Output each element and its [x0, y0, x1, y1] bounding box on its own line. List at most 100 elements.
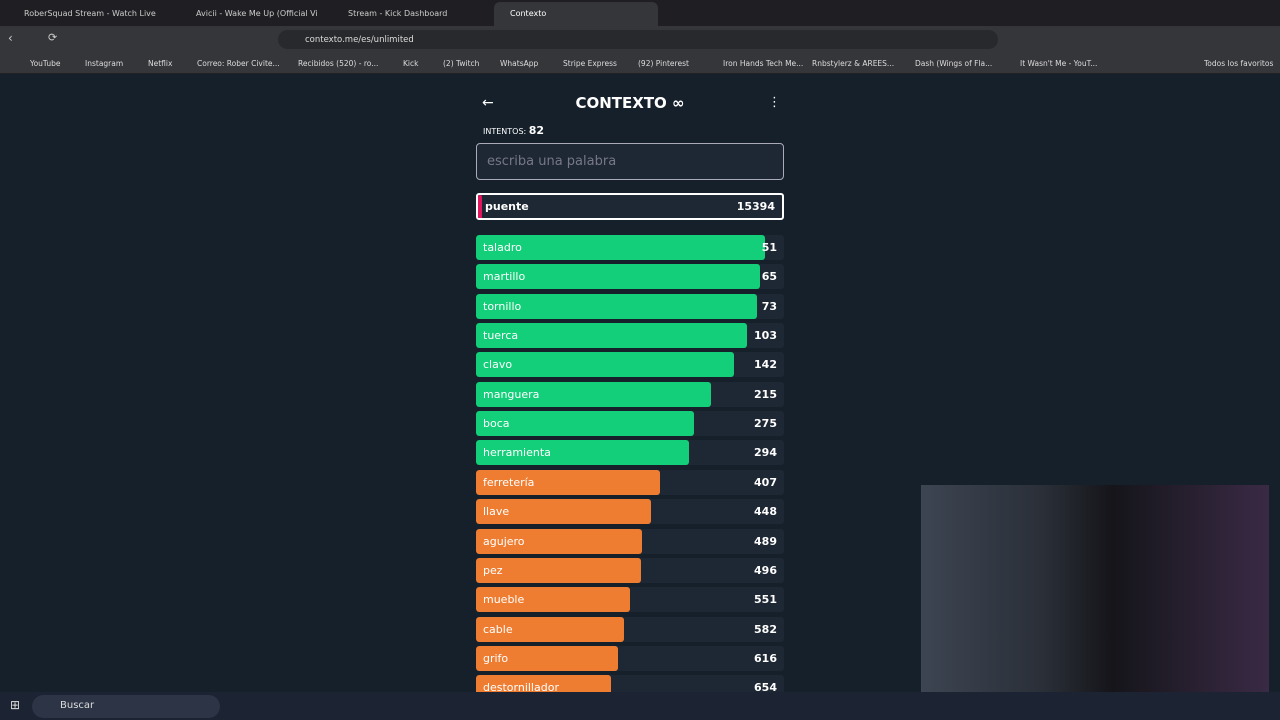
guess-row: grifo 616 [476, 645, 784, 671]
attempts: INTENTOS: 82 [483, 124, 544, 137]
tab[interactable]: Avicii - Wake Me Up (Official Vid [196, 9, 318, 18]
guess-rank: 448 [754, 505, 777, 519]
guess-rank: 407 [754, 475, 777, 489]
last-guess: puente 15394 [476, 193, 784, 220]
guess-row: herramienta 294 [476, 440, 784, 466]
guess-rank: 654 [754, 681, 777, 695]
bookmark[interactable]: It Wasn't Me - YouT... [1020, 59, 1098, 68]
guess-word: martillo [483, 270, 526, 284]
proximity-bar [476, 587, 630, 613]
bookmark[interactable]: Rnbstylerz & AREES... [812, 59, 895, 68]
game: ← CONTEXTO ∞ ⋮ INTENTOS: 82 escriba una … [476, 76, 784, 701]
guess-rank: 294 [754, 446, 777, 460]
guess-row: taladro 51 [476, 235, 784, 260]
guess-rank: 275 [754, 417, 777, 431]
bookmark[interactable]: Kick [403, 59, 419, 68]
word-input[interactable]: escriba una palabra [476, 143, 784, 180]
guess-rank: 142 [754, 358, 777, 372]
guess-word: herramienta [483, 446, 551, 460]
bookmark[interactable]: Correo: Rober Civite... [197, 59, 280, 68]
bookmark[interactable]: Instagram [85, 59, 124, 68]
proximity-bar [476, 381, 711, 407]
bookmark[interactable]: Dash (Wings of Fla... [915, 59, 993, 68]
guess-word: clavo [483, 358, 513, 372]
guess-word: grifo [483, 651, 509, 665]
guess-row: tornillo 73 [476, 293, 784, 319]
guess-word: boca [483, 417, 510, 431]
proximity-bar [476, 293, 757, 319]
game-title: CONTEXTO ∞ [575, 94, 685, 112]
guess-word: taladro [483, 241, 522, 254]
guess-word: pez [483, 563, 503, 577]
proximity-bar [476, 440, 689, 466]
proximity-bar [476, 557, 641, 583]
bookmark[interactable]: WhatsApp [500, 59, 539, 68]
proximity-bar [476, 528, 643, 554]
all-bookmarks[interactable]: Todos los favoritos [1204, 59, 1274, 68]
tab[interactable]: Stream - Kick Dashboard [348, 9, 448, 18]
bookmark[interactable]: Netflix [148, 59, 173, 68]
back-button[interactable]: ‹ [8, 31, 13, 45]
attempts-label: INTENTOS: [483, 127, 527, 136]
bookmark[interactable]: Stripe Express [563, 59, 617, 68]
bookmark[interactable]: (92) Pinterest [638, 59, 689, 68]
tab[interactable]: Contexto [494, 2, 658, 26]
guess-row: clavo 142 [476, 352, 784, 378]
guess-rank: 51 [761, 241, 777, 254]
guess-word: tornillo [483, 299, 522, 313]
bookmark[interactable]: YouTube [30, 59, 61, 68]
guess-rank: 489 [754, 534, 777, 548]
guess-row: cable 582 [476, 616, 784, 642]
guess-rank: 103 [754, 329, 777, 343]
last-guess-rank: 15394 [736, 200, 775, 213]
proximity-bar [476, 411, 694, 437]
bookmarks-bar: Todos los favoritos YouTube Instagram Netf… [0, 52, 1280, 74]
bookmark[interactable]: (2) Twitch [443, 59, 480, 68]
tab[interactable]: RoberSquad Stream - Watch Live [24, 9, 156, 18]
guess-row: pez 496 [476, 557, 784, 583]
guess-rank: 496 [754, 563, 777, 577]
guess-row: llave 448 [476, 499, 784, 525]
proximity-bar [476, 235, 765, 260]
taskbar-search[interactable]: Buscar [32, 695, 220, 718]
guess-word: ferretería [483, 475, 535, 489]
guess-row: manguera 215 [476, 381, 784, 407]
title-text: CONTEXTO [575, 94, 667, 112]
guess-word: mueble [483, 593, 525, 607]
proximity-bar [476, 645, 618, 671]
guess-word: cable [483, 622, 513, 636]
guess-rank: 551 [754, 593, 777, 607]
proximity-bar [476, 352, 734, 378]
guess-row: ferretería 407 [476, 469, 784, 495]
guess-word: manguera [483, 387, 540, 401]
last-guess-bar [478, 195, 482, 218]
guess-rank: 73 [761, 299, 777, 313]
guess-word: llave [483, 505, 510, 519]
proximity-bar [476, 616, 624, 642]
menu[interactable]: ⋮ [768, 95, 781, 110]
guess-row: agujero 489 [476, 528, 784, 554]
address-bar[interactable]: contexto.me/es/unlimited [278, 30, 998, 49]
guess-rank: 582 [754, 622, 777, 636]
last-guess-word: puente [485, 200, 529, 213]
guess-word: destornillador [483, 681, 559, 695]
proximity-bar [476, 323, 747, 349]
guess-word: agujero [483, 534, 525, 548]
guess-row: martillo 65 [476, 264, 784, 290]
guess-row: boca 275 [476, 411, 784, 437]
tab-bar: RoberSquad Stream - Watch Live Avicii - W… [0, 0, 1280, 26]
guess-rank: 215 [754, 387, 777, 401]
bookmark[interactable]: Iron Hands Tech Me... [723, 59, 804, 68]
reload-button[interactable]: ⟳ [48, 31, 58, 44]
proximity-bar [476, 499, 652, 525]
proximity-bar [476, 264, 760, 290]
guess-rank: 616 [754, 651, 777, 665]
guess-word: tuerca [483, 329, 519, 343]
start-button[interactable]: ⊞ [10, 698, 21, 712]
back-arrow[interactable]: ← [482, 95, 494, 111]
guess-row: mueble 551 [476, 587, 784, 613]
bookmark[interactable]: Recibidos (520) - ro... [298, 59, 379, 68]
attempts-count: 82 [528, 124, 545, 137]
